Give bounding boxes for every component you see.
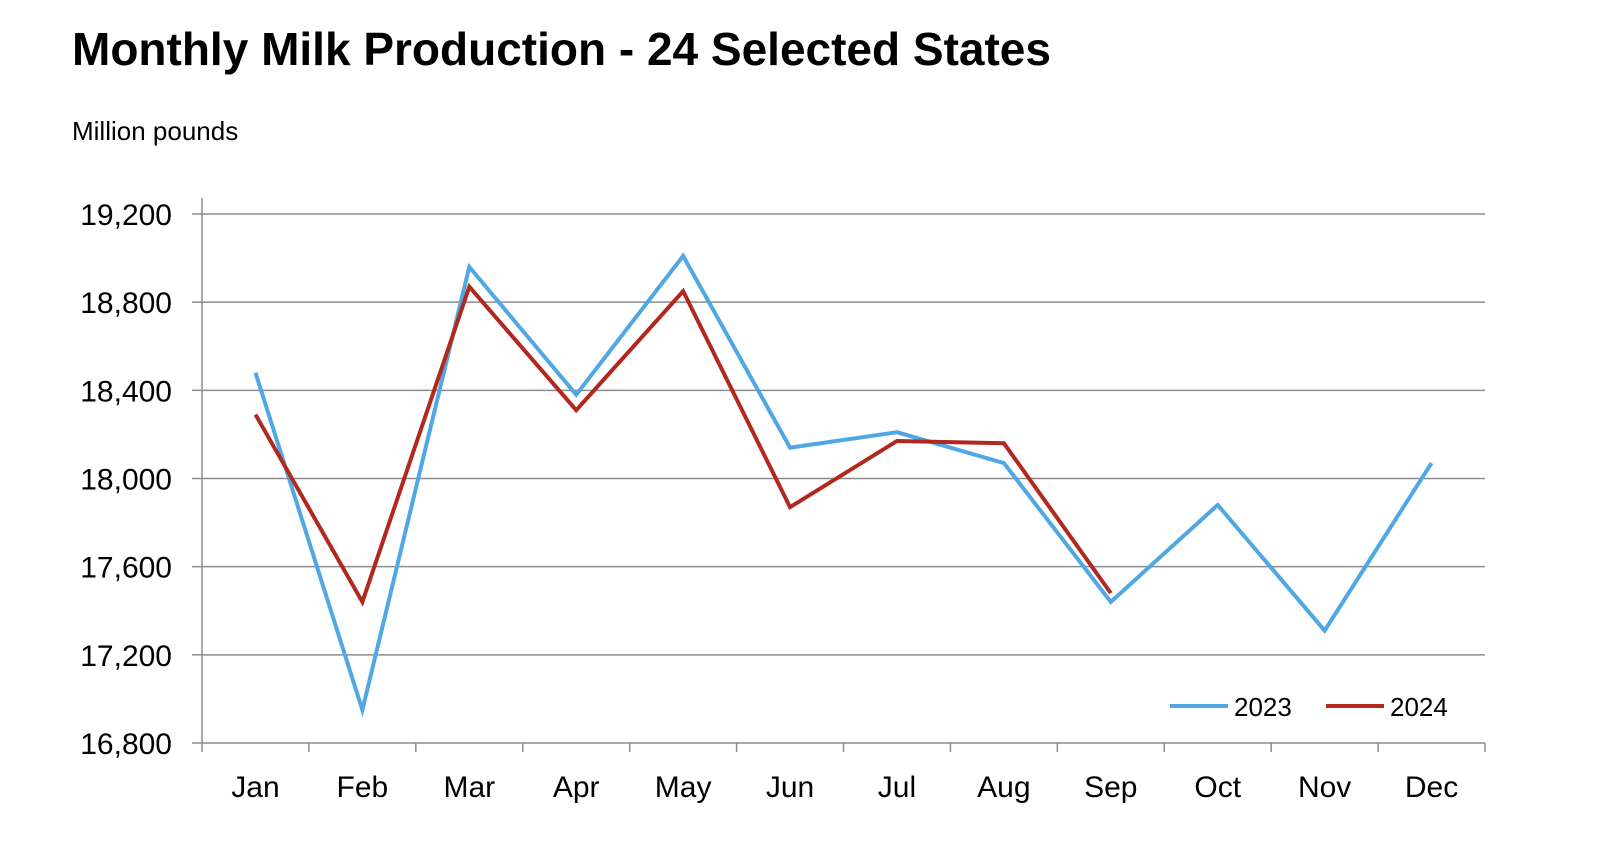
axes — [192, 198, 1486, 752]
y-tick-label: 17,600 — [80, 552, 172, 585]
y-tick-label: 16,800 — [80, 728, 172, 761]
gridlines — [202, 213, 1485, 656]
x-tick-label: May — [655, 771, 712, 804]
chart-title: Monthly Milk Production - 24 Selected St… — [72, 23, 1051, 75]
y-tick-label: 18,800 — [80, 287, 172, 320]
series-line-2023 — [253, 252, 1434, 718]
legend-label: 2023 — [1234, 692, 1292, 722]
x-tick-label: Jun — [766, 771, 814, 804]
x-tick-label: Apr — [553, 771, 600, 804]
y-axis-label: Million pounds — [72, 116, 239, 146]
y-tick-label: 18,400 — [80, 375, 172, 408]
x-tick-label: Jul — [878, 771, 916, 804]
series-line-2024 — [253, 282, 1113, 607]
y-tick-labels: 16,800 17,200 17,600 18,000 18,400 18,800 19,2… — [80, 199, 172, 761]
x-tick-label: Feb — [337, 771, 389, 804]
series-lines — [253, 252, 1434, 718]
x-tick-label: Sep — [1084, 771, 1137, 804]
legend: 2023 2024 — [1170, 692, 1448, 722]
x-tick-label: Jan — [231, 771, 279, 804]
x-tick-label: Oct — [1194, 771, 1241, 804]
x-tick-label: Mar — [443, 771, 495, 804]
x-tick-label: Nov — [1298, 771, 1351, 804]
y-tick-label: 17,200 — [80, 640, 172, 673]
x-tick-label: Dec — [1405, 771, 1458, 804]
x-tick-labels: Jan Feb Mar Apr May Jun Jul Aug Sep Oct Nov Dec — [231, 771, 1458, 804]
legend-label: 2024 — [1390, 692, 1448, 722]
y-tick-label: 19,200 — [80, 199, 172, 232]
y-tick-label: 18,000 — [80, 464, 172, 497]
x-tick-label: Aug — [977, 771, 1030, 804]
